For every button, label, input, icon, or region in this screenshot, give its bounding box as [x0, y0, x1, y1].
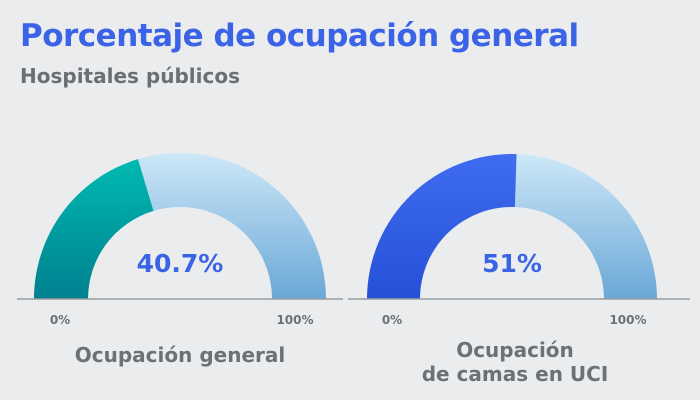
gauge-2-value: 51% [482, 249, 542, 278]
gauge-2-track [514, 154, 657, 299]
gauge-1-fill [34, 159, 154, 299]
gauge-2-max: 100% [609, 313, 647, 327]
page-title: Porcentaje de ocupación general [20, 18, 579, 54]
gauge-1-label: Ocupación general [74, 343, 286, 367]
gauge-2-label: Ocupación de camas en UCI [421, 338, 609, 386]
gauge-1-value: 40.7% [136, 249, 224, 278]
page-subtitle: Hospitales públicos [20, 64, 240, 88]
gauge-2-fill [367, 154, 517, 299]
gauge-1-min: 0% [49, 313, 71, 327]
gauge-2-min: 0% [381, 313, 403, 327]
gauge-1-track [137, 153, 326, 299]
gauge-1-max: 100% [276, 313, 314, 327]
